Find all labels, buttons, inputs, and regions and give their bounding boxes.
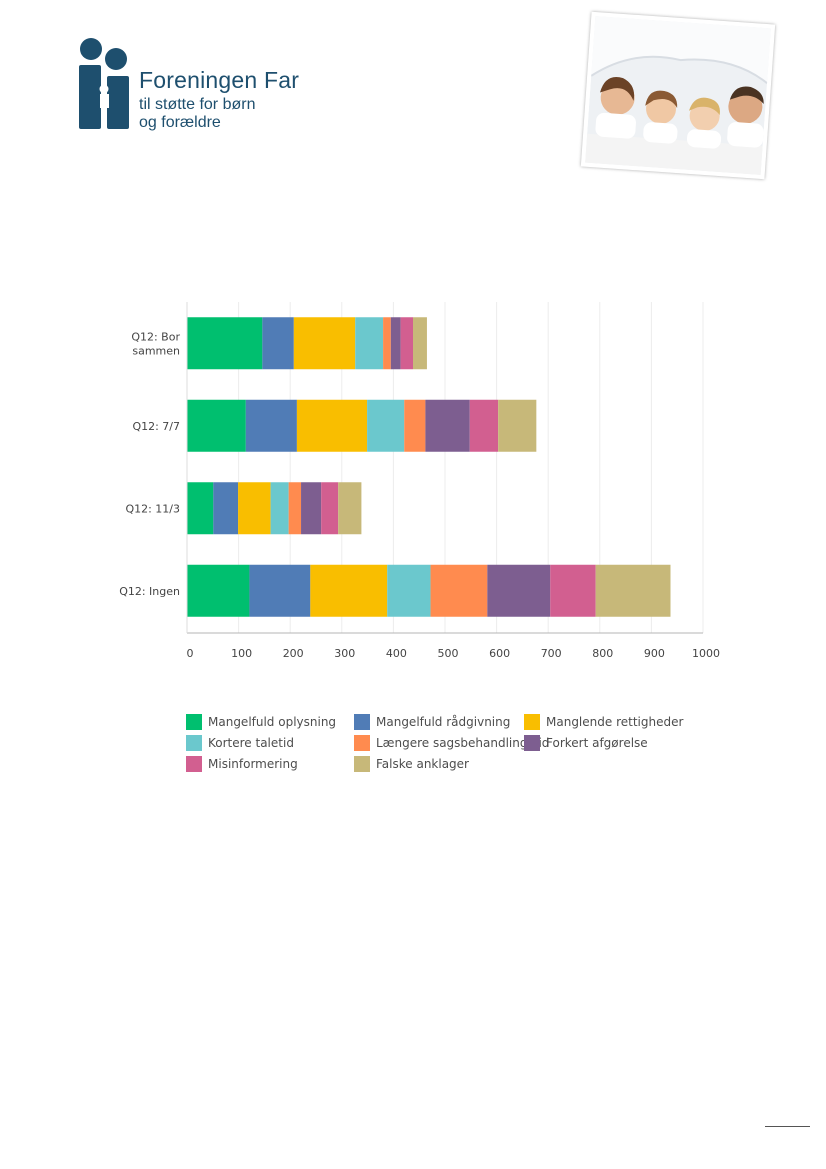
bar-segment (321, 482, 339, 535)
bar-segment (187, 399, 246, 452)
category-label: Q12: 11/3 (125, 502, 180, 515)
bar-segment (383, 317, 391, 370)
bar-segment (296, 399, 368, 452)
logo: Foreningen Far til støtte for børn og fo… (78, 38, 338, 134)
legend-label: Mangelfuld rådgivning (376, 715, 511, 729)
legend-item: Længere sagsbehandlingstid (354, 734, 549, 752)
legend-swatch (186, 756, 202, 772)
family-photo-image (585, 16, 771, 175)
page-footer-line (765, 1126, 810, 1127)
x-tick-label: 900 (644, 647, 665, 660)
bar-segment (270, 482, 289, 535)
logo-subtitle: til støtte for børn og forældre (139, 96, 255, 132)
chart-legend: Mangelfuld oplysning Mangelfuld rådgivnin… (186, 713, 706, 775)
x-tick-label: 400 (386, 647, 407, 660)
bar-segment (238, 482, 271, 535)
legend-label: Kortere taletid (208, 736, 294, 750)
bar-segment (404, 399, 426, 452)
logo-subtitle-line-1: til støtte for børn (139, 96, 256, 113)
legend-swatch (354, 735, 370, 751)
bar-segment (187, 564, 250, 617)
legend-swatch (186, 714, 202, 730)
legend-swatch (354, 756, 370, 772)
bar-segment (390, 317, 401, 370)
legend-label: Mangelfuld oplysning (208, 715, 337, 729)
bar-segment (469, 399, 499, 452)
logo-subtitle-line-2: og forældre (139, 114, 221, 131)
bar-segment (187, 482, 214, 535)
legend-swatch (524, 735, 540, 751)
legend-item: Forkert afgørelse (524, 734, 648, 752)
bar-segment (425, 399, 470, 452)
legend-swatch (354, 714, 370, 730)
bar-segment (550, 564, 596, 617)
category-label: Q12: 7/7 (132, 420, 180, 433)
bar-segment (288, 482, 302, 535)
bar-segment (400, 317, 414, 370)
x-tick-label: 300 (334, 647, 355, 660)
legend-label: Længere sagsbehandlingstid (376, 736, 550, 750)
legend-item: Misinformering (186, 755, 298, 773)
legend-item: Kortere taletid (186, 734, 294, 752)
legend-label: Forkert afgørelse (546, 736, 648, 750)
legend-item: Mangelfuld rådgivning (354, 713, 510, 731)
bar-segment (262, 317, 294, 370)
x-tick-label: 100 (231, 647, 252, 660)
bar-segment (301, 482, 322, 535)
x-tick-label: 0 (187, 647, 194, 660)
bar-segment (430, 564, 488, 617)
bar-segment (413, 317, 427, 370)
bar-segment (355, 317, 384, 370)
x-tick-label: 1000 (692, 647, 720, 660)
legend-item: Mangelfuld oplysning (186, 713, 336, 731)
legend-swatch (186, 735, 202, 751)
bar-segment (367, 399, 405, 452)
bar-segment (498, 399, 537, 452)
bar-segment (595, 564, 671, 617)
bar-segment (310, 564, 388, 617)
legend-label: Manglende rettigheder (546, 715, 684, 729)
bar-segment (213, 482, 239, 535)
bar-segment (487, 564, 551, 617)
x-tick-label: 700 (541, 647, 562, 660)
bar-segment (387, 564, 431, 617)
legend-item: Falske anklager (354, 755, 469, 773)
legend-swatch (524, 714, 540, 730)
logo-title: Foreningen Far (139, 67, 300, 93)
bar-segment (293, 317, 356, 370)
x-tick-label: 200 (283, 647, 304, 660)
bar-segment (187, 317, 263, 370)
legend-item: Manglende rettigheder (524, 713, 683, 731)
bar-segment (249, 564, 311, 617)
legend-label: Misinformering (208, 757, 298, 771)
x-tick-label: 500 (438, 647, 459, 660)
legend-label: Falske anklager (376, 757, 469, 771)
x-tick-label: 800 (592, 647, 613, 660)
stacked-bar-chart: Q12: Bor sammen Q12: 7/7 Q12: 11/3 Q12: Inge… (119, 302, 720, 660)
bar-segment (338, 482, 362, 535)
family-logo-icon (79, 38, 129, 129)
category-label: Q12: Ingen (119, 585, 180, 598)
family-photo (580, 11, 776, 180)
category-label: Q12: Bor sammen (131, 330, 180, 357)
x-tick-label: 600 (489, 647, 510, 660)
bar-segment (245, 399, 297, 452)
